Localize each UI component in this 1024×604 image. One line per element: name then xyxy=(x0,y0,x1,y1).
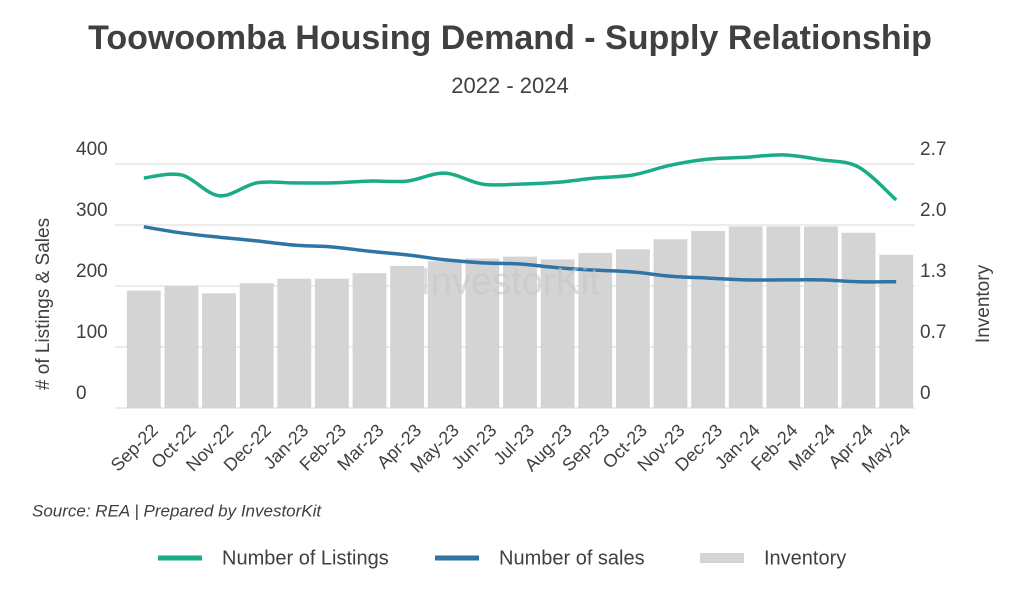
bar xyxy=(277,278,312,408)
y-tick-label: 300 xyxy=(76,200,108,221)
bar xyxy=(841,232,876,408)
bar xyxy=(653,239,688,408)
bar xyxy=(202,293,236,408)
chart-subtitle: 2022 - 2024 xyxy=(451,73,568,98)
legend-label: Number of sales xyxy=(499,547,645,569)
watermark: InvestorKit xyxy=(420,261,600,303)
legend-label: Number of Listings xyxy=(222,547,389,569)
bar xyxy=(766,226,801,408)
source-note: Source: REA | Prepared by InvestorKit xyxy=(32,501,322,520)
bar xyxy=(728,226,763,408)
bar xyxy=(879,254,914,408)
line xyxy=(143,225,897,284)
legend-label: Inventory xyxy=(764,547,846,569)
bar xyxy=(390,265,425,408)
y2-tick-label: 0 xyxy=(920,383,931,404)
bar xyxy=(503,256,537,408)
y-tick-label: 400 xyxy=(76,139,108,160)
line xyxy=(143,153,898,202)
bar xyxy=(239,283,274,408)
y-tick-label: 0 xyxy=(76,383,87,404)
bar xyxy=(352,273,387,408)
bar xyxy=(578,252,613,408)
x-tick-label: Sep-22 xyxy=(107,420,162,475)
y-axis-title: # of Listings & Sales xyxy=(33,218,54,390)
bar xyxy=(465,258,500,408)
bar xyxy=(615,249,650,408)
y2-tick-label: 2.7 xyxy=(920,139,946,160)
bar xyxy=(314,278,349,408)
y2-tick-label: 2.0 xyxy=(920,200,946,221)
y2-tick-label: 0.7 xyxy=(920,322,946,343)
bar xyxy=(126,290,161,408)
legend-swatch xyxy=(700,553,744,563)
y2-tick-label: 1.3 xyxy=(920,261,946,282)
y-tick-label: 100 xyxy=(76,322,108,343)
bar xyxy=(164,286,199,408)
y-tick-label: 200 xyxy=(76,261,108,282)
bar xyxy=(427,261,462,408)
bar xyxy=(804,226,838,408)
bar xyxy=(540,259,575,408)
chart-title: Toowoomba Housing Demand - Supply Relati… xyxy=(88,19,932,57)
y2-axis-title: Inventory xyxy=(973,264,994,343)
bar xyxy=(691,230,726,408)
